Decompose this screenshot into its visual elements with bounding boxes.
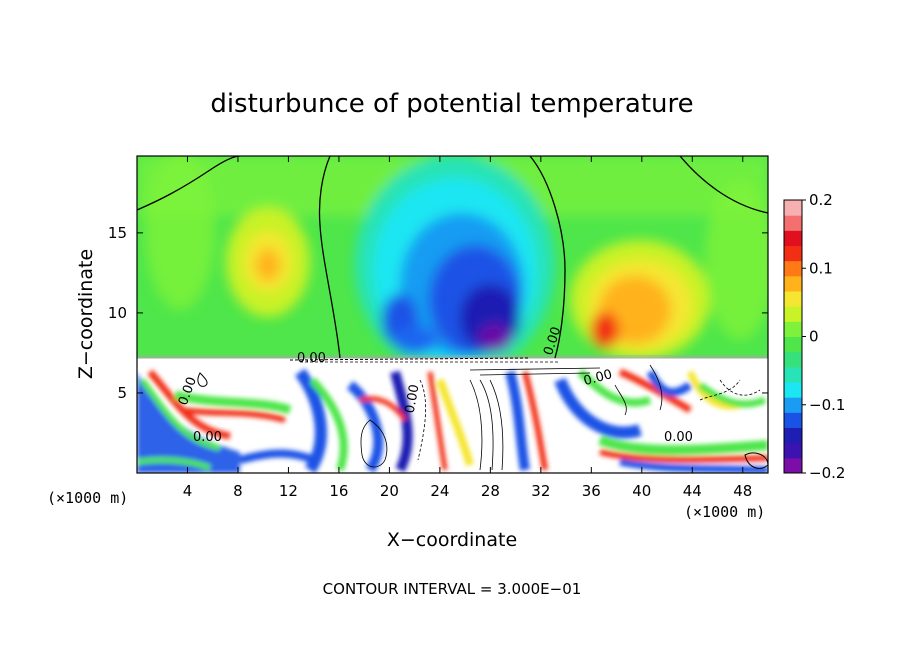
colorbar-swatch bbox=[784, 230, 802, 246]
colorbar-tick-label: −0.1 bbox=[809, 396, 845, 414]
colorbar-swatch bbox=[784, 397, 802, 413]
x-tick-label: 4 bbox=[183, 482, 193, 500]
colorbar-swatch bbox=[784, 260, 802, 277]
colorbar-swatch bbox=[784, 382, 802, 398]
x-tick-label: 32 bbox=[531, 482, 550, 500]
x-tick-label: 12 bbox=[279, 482, 298, 500]
colorbar-swatch bbox=[784, 200, 802, 216]
colorbar-swatch bbox=[784, 427, 802, 444]
colorbar-swatch bbox=[784, 291, 802, 307]
x-tick-label: 24 bbox=[430, 482, 449, 500]
contour-label: 0.00 bbox=[297, 351, 326, 366]
x-axis-label: X−coordinate bbox=[387, 529, 517, 551]
colorbar-swatch bbox=[784, 321, 802, 337]
contour-lines bbox=[137, 156, 768, 471]
colorbar-swatch bbox=[784, 245, 802, 262]
colorbar-swatch bbox=[784, 366, 802, 383]
x-tick-label: 36 bbox=[582, 482, 601, 500]
colorbar-swatch bbox=[784, 442, 802, 459]
colorbar-swatch bbox=[784, 275, 802, 292]
colorbar-swatch bbox=[784, 351, 802, 368]
contour-label: 0.00 bbox=[664, 430, 693, 445]
colorbar-tick-label: −0.2 bbox=[809, 464, 845, 482]
contour-interval-note: CONTOUR INTERVAL = 3.000E−01 bbox=[323, 580, 582, 598]
y-tick-label: 10 bbox=[108, 304, 127, 322]
x-axis: 4 8 12 16 20 24 28 32 36 40 44 48 bbox=[183, 156, 752, 500]
y-axis-label: Z−coordinate bbox=[75, 249, 97, 379]
contour-label: 0.00 bbox=[403, 383, 423, 414]
x-tick-label: 16 bbox=[329, 482, 348, 500]
colorbar-swatch bbox=[784, 306, 802, 322]
y-axis: 5 10 15 bbox=[108, 224, 768, 402]
y-tick-label: 15 bbox=[108, 224, 127, 242]
x-tick-label: 44 bbox=[683, 482, 702, 500]
plot-frame bbox=[136, 155, 769, 474]
colorbar-tick-label: 0 bbox=[809, 328, 819, 346]
x-axis-unit: (×1000 m) bbox=[684, 503, 765, 521]
x-tick-label: 8 bbox=[233, 482, 243, 500]
heatmap-field bbox=[137, 156, 768, 473]
colorbar-swatch bbox=[784, 412, 802, 428]
colorbar: 0.2 0.1 0 −0.1 −0.2 bbox=[783, 191, 845, 482]
colorbar-tick-label: 0.1 bbox=[809, 259, 833, 277]
contour-label: 0.00 bbox=[582, 367, 614, 389]
y-tick-label: 5 bbox=[117, 384, 127, 402]
y-axis-unit: (×1000 m) bbox=[47, 489, 128, 507]
x-tick-label: 40 bbox=[632, 482, 651, 500]
x-tick-label: 20 bbox=[380, 482, 399, 500]
colorbar-swatch bbox=[784, 215, 802, 231]
chart-title: disturbunce of potential temperature bbox=[210, 89, 693, 119]
colorbar-swatch bbox=[784, 336, 802, 353]
x-tick-label: 28 bbox=[481, 482, 500, 500]
colorbar-swatch bbox=[784, 457, 802, 474]
x-tick-label: 48 bbox=[733, 482, 752, 500]
contour-label: 0.00 bbox=[193, 430, 222, 445]
colorbar-tick-label: 0.2 bbox=[809, 191, 833, 209]
